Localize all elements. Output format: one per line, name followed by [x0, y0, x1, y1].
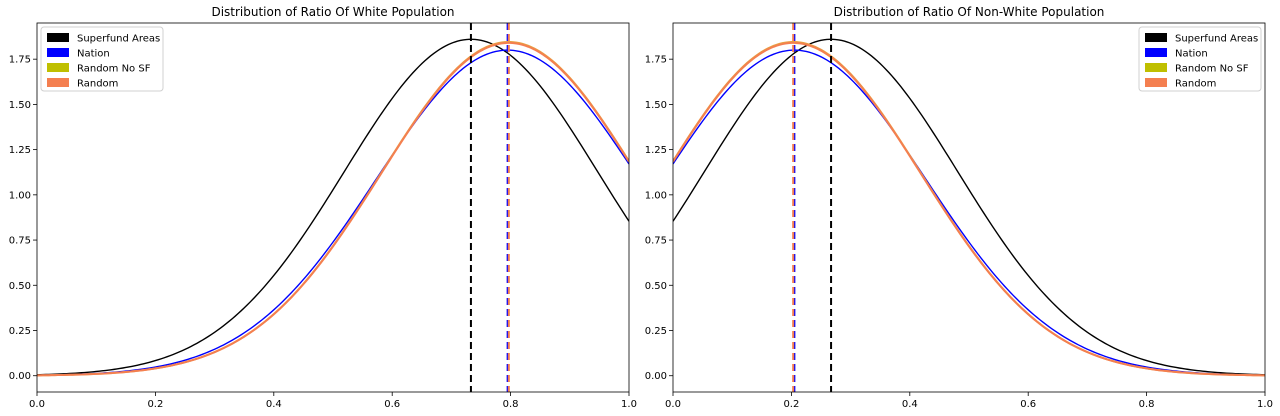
legend-label: Superfund Areas — [1175, 34, 1258, 45]
y-tick-label: 0.00 — [645, 371, 667, 382]
y-tick-label: 1.50 — [9, 100, 31, 111]
legend-swatch — [1145, 33, 1167, 42]
y-tick-label: 1.75 — [645, 55, 667, 66]
legend-swatch — [47, 78, 69, 87]
chart-panel-1: Distribution of Ratio Of White Populatio… — [9, 5, 637, 410]
y-tick-label: 0.00 — [9, 371, 31, 382]
y-tick-label: 0.75 — [645, 236, 667, 247]
legend-swatch — [1145, 78, 1167, 87]
x-tick-label: 1.0 — [1257, 399, 1273, 410]
x-tick-label: 0.4 — [902, 399, 918, 410]
chart-panel-2: Distribution of Ratio Of Non-White Popul… — [645, 5, 1273, 410]
legend-swatch — [47, 63, 69, 72]
axes-frame — [36, 22, 630, 393]
x-tick-label: 0.2 — [783, 399, 799, 410]
legend-label: Nation — [77, 49, 110, 60]
x-tick-label: 0.4 — [266, 399, 282, 410]
y-tick-label: 1.25 — [645, 145, 667, 156]
plot-area — [37, 23, 629, 392]
legend-box — [40, 26, 164, 92]
chart-title: Distribution of Ratio Of Non-White Popul… — [834, 5, 1105, 19]
legend-swatch — [1145, 48, 1167, 57]
plot-area — [673, 23, 1265, 392]
y-tick-label: 0.25 — [645, 326, 667, 337]
legend-swatch — [47, 48, 69, 57]
series-line-random — [37, 41, 629, 377]
x-tick-label: 0.8 — [503, 399, 519, 410]
legend-swatch — [1145, 63, 1167, 72]
series-line-random — [673, 41, 1265, 377]
series-line-random-no-sf — [673, 41, 1265, 377]
x-tick-label: 0.6 — [384, 399, 400, 410]
series-line-superfund-areas — [673, 38, 1265, 376]
x-tick-label: 0.6 — [1020, 399, 1036, 410]
legend-label: Random — [1175, 79, 1216, 90]
y-tick-label: 0.50 — [9, 281, 31, 292]
axes-frame — [672, 22, 1266, 393]
y-tick-label: 0.75 — [9, 236, 31, 247]
legend-label: Nation — [1175, 49, 1208, 60]
series-line-nation — [673, 49, 1265, 376]
y-tick-label: 1.00 — [645, 190, 667, 201]
x-tick-label: 0.0 — [665, 399, 681, 410]
y-tick-label: 1.75 — [9, 55, 31, 66]
legend: Superfund Areas Nation Random No SF Random — [1138, 26, 1262, 92]
x-tick-label: 0.8 — [1139, 399, 1155, 410]
y-tick-label: 1.00 — [9, 190, 31, 201]
chart-title: Distribution of Ratio Of White Populatio… — [211, 5, 454, 19]
legend: Superfund Areas Nation Random No SF Random — [40, 26, 164, 92]
legend-label: Random No SF — [77, 64, 151, 75]
x-tick-label: 0.2 — [147, 399, 163, 410]
legend-swatch — [47, 33, 69, 42]
legend-box — [1138, 26, 1262, 92]
x-tick-label: 0.0 — [29, 399, 45, 410]
y-tick-label: 1.50 — [645, 100, 667, 111]
y-tick-label: 1.25 — [9, 145, 31, 156]
y-tick-label: 0.50 — [645, 281, 667, 292]
series-line-nation — [37, 49, 629, 376]
y-tick-label: 0.25 — [9, 326, 31, 337]
legend-label: Random No SF — [1175, 64, 1249, 75]
legend-label: Random — [77, 79, 118, 90]
series-line-random-no-sf — [37, 41, 629, 377]
series-line-superfund-areas — [37, 38, 629, 376]
legend-label: Superfund Areas — [77, 34, 160, 45]
x-tick-label: 1.0 — [621, 399, 637, 410]
